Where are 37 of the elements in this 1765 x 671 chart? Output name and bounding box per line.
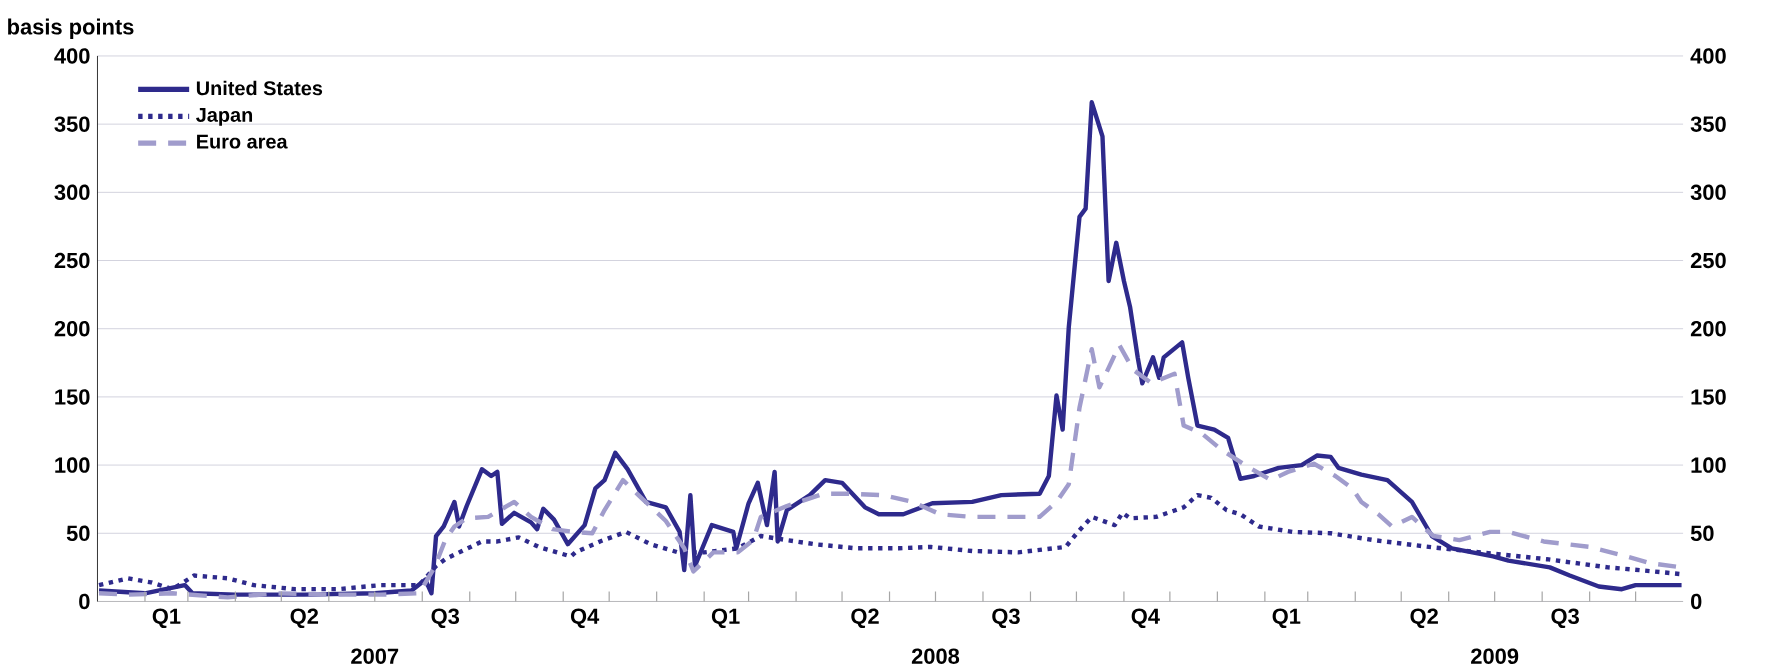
x-tick-label: Q1 (1272, 608, 1301, 629)
text: 2007 (351, 648, 399, 665)
y2-tick-label: 0 (1691, 593, 1702, 610)
y-tick-label: 300 (54, 184, 90, 201)
y-tick-label: 350 (54, 116, 90, 133)
x-tick-label: Q4 (570, 608, 600, 629)
x-tick-label: Q2 (1410, 608, 1438, 629)
x-tick-label: Q3 (992, 608, 1020, 629)
x-tick-label: Q1 (711, 608, 740, 629)
y-tick-label: 0 (79, 593, 90, 610)
y-axis-title: basis points (8, 18, 134, 40)
legend-label: United States (196, 80, 323, 96)
text: 2008 (911, 648, 960, 665)
x-tick-label: Q3 (431, 608, 460, 629)
y-tick-label: 250 (54, 252, 90, 269)
x-tick-label: Q2 (290, 608, 319, 629)
legend-label: Euro area (197, 134, 288, 149)
y-tick-label: 100 (55, 457, 90, 474)
legend-label: Japan (196, 108, 253, 127)
y2-tick-label: 400 (1690, 48, 1726, 64)
y-tick-label: 150 (55, 389, 90, 405)
y2-tick-label: 200 (1690, 321, 1726, 337)
text: 2009 (1471, 648, 1519, 665)
line-series (97, 100, 1684, 598)
x-tick-label: Q4 (1131, 608, 1160, 629)
y2-tick-label: 350 (1690, 116, 1726, 133)
x-tick-label: Q3 (1551, 608, 1579, 629)
x-tick-label: Q2 (851, 608, 879, 629)
y2-tick-label: 150 (1691, 389, 1726, 405)
y2-tick-label: 50 (1690, 525, 1714, 542)
x-tick-label: Q1 (152, 608, 181, 629)
y2-tick-label: 250 (1690, 252, 1726, 269)
y2-tick-label: 300 (1690, 184, 1726, 201)
y-tick-label: 200 (54, 321, 90, 337)
y-tick-label: 50 (66, 525, 90, 542)
y2-tick-label: 100 (1691, 457, 1726, 474)
y-tick-label: 400 (54, 48, 90, 64)
